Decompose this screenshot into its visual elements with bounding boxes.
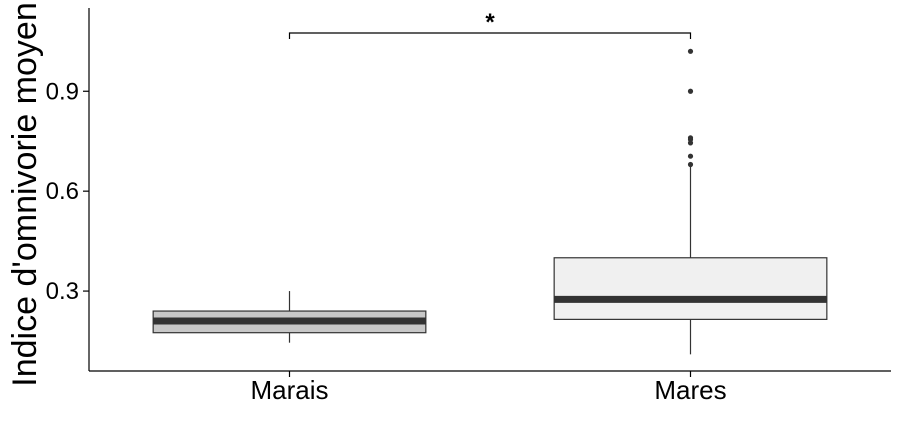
- outlier-point: [687, 88, 694, 94]
- outlier-point: [687, 161, 694, 168]
- outlier-point: [687, 135, 694, 141]
- outlier-point: [687, 48, 694, 54]
- x-tick-label: Marais: [250, 375, 328, 405]
- outlier-point: [687, 153, 694, 159]
- y-tick-label: 0.9: [46, 78, 79, 105]
- x-tick-label: Mares: [654, 375, 726, 405]
- y-tick-label: 0.3: [46, 278, 79, 305]
- significance-bracket: [288, 32, 692, 39]
- box-mares: [553, 257, 828, 320]
- y-axis-label: Indice d'omnivorie moyen: [6, 2, 44, 386]
- significance-label: *: [485, 9, 495, 36]
- y-tick-label: 0.6: [46, 178, 79, 205]
